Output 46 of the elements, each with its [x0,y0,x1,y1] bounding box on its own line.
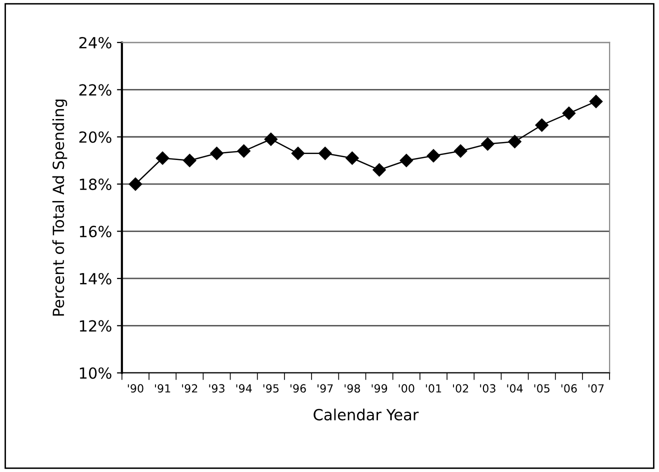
x-tick-label: '95 [263,384,279,393]
x-tick-label: '94 [236,384,252,393]
point [454,144,468,158]
y-tick-label: 20% [79,131,112,143]
x-tick-label: '92 [182,384,198,393]
y-axis-title: Percent of Total Ad Spending [52,100,68,316]
x-tick-label: '05 [534,384,550,393]
point [372,163,386,177]
x-tick-label: '01 [426,384,442,393]
point [481,137,494,151]
x-tick-label: '97 [318,384,333,393]
y-tick-label: 10% [80,367,112,379]
y-tick-label: 16% [80,226,112,238]
point [400,154,413,168]
x-axis-title: Calendar Year [314,408,419,420]
x-tick-label: '06 [561,384,577,393]
point [210,146,224,160]
point [264,132,278,146]
x-tick-label: '02 [453,384,468,393]
y-tick-label: 24% [79,36,112,48]
x-tick-label: '04 [507,384,523,393]
x-tick-label: '98 [344,384,360,393]
y-tick-label: 18% [80,178,112,190]
y-tick-label: 14% [80,272,112,284]
point [128,177,142,191]
point [535,118,548,132]
y-tick-label: 12% [80,320,112,332]
point [237,144,250,158]
point [589,94,603,108]
point [183,154,196,168]
point [291,146,305,160]
x-tick-label: '99 [372,384,388,393]
x-tick-label: '07 [588,384,604,393]
point [156,152,170,165]
y-tick-label: 22% [79,84,112,96]
point [318,146,332,160]
x-tick-label: '91 [155,384,170,393]
x-tick-label: '03 [480,384,496,393]
x-tick-label: '00 [398,384,414,393]
x-tick-label: '96 [290,384,306,393]
point [346,152,359,165]
x-tick-label: '90 [128,384,144,393]
point [426,149,440,162]
point [562,106,576,120]
x-tick-label: '93 [209,384,224,393]
point [508,135,522,148]
